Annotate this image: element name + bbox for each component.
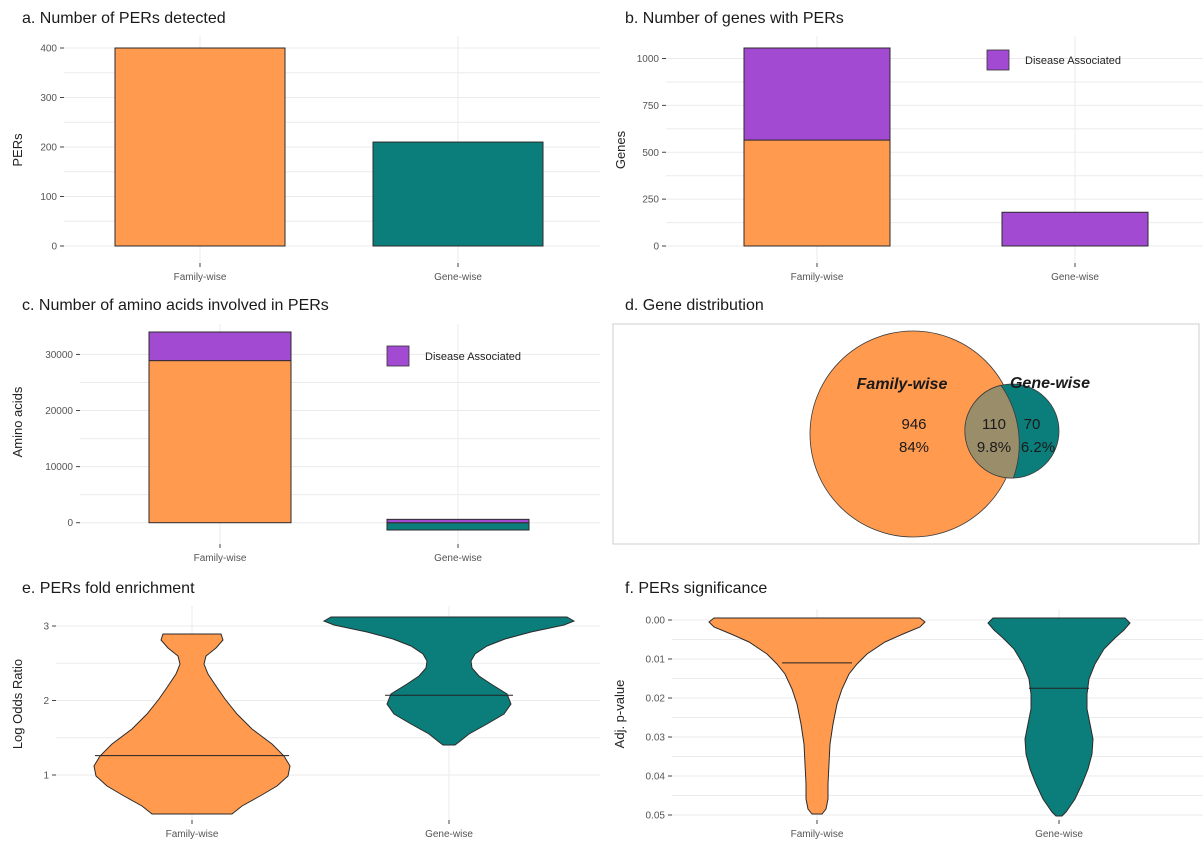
y-axis-label: Log Odds Ratio: [10, 659, 25, 749]
y-tick-label: 1000: [637, 54, 660, 65]
y-tick-label: 3: [43, 622, 49, 633]
panel-f: f. PERs significance 0.00 0.01 0.02 0.03 0.0…: [600, 564, 1203, 848]
legend-label: Disease Associated: [425, 351, 521, 363]
x-tick-label: Family-wise: [174, 272, 227, 283]
panel-b: b. Number of genes with PERs Disease Ass…: [600, 0, 1203, 283]
panel-e: e. PERs fold enrichment 1 2 3 Log Odds Rati…: [0, 564, 600, 848]
panel-a-title: a. Number of PERs detected: [22, 10, 226, 27]
y-tick-label: 0.04: [646, 772, 666, 783]
x-tick-label: Gene-wise: [434, 553, 482, 564]
venn-pct-gene-only: 6.2%: [1021, 439, 1055, 456]
y-tick-label: 0: [67, 518, 73, 529]
y-tick-label: 2: [43, 696, 49, 707]
bar-segment-disease-Family-wise: [743, 47, 891, 141]
y-tick-label: 750: [642, 101, 659, 112]
y-tick-label: 0.00: [646, 616, 666, 627]
y-tick-label: 0.03: [646, 733, 666, 744]
venn-set-label-gene-wise: Gene-wise: [1010, 375, 1090, 392]
panel-c: c. Number of amino acids involved in PER…: [0, 282, 600, 564]
venn-pct-family-only: 84%: [899, 439, 929, 456]
violin-Family-wise: [93, 633, 291, 815]
y-tick-label: 0: [653, 242, 659, 253]
y-axis-label: Amino acids: [10, 386, 25, 457]
panel-a: a. Number of PERs detected 0 100 200 300 400…: [0, 0, 600, 283]
chart-f: 0.00 0.01 0.02 0.03 0.04 0.05 Adj. p-value Fami…: [612, 609, 1203, 840]
x-tick-label: Family-wise: [791, 272, 844, 283]
x-tick-label: Family-wise: [194, 553, 247, 564]
panel-e-title: e. PERs fold enrichment: [22, 580, 195, 597]
venn-intersection: [964, 384, 1020, 479]
violin-Family-wise: [708, 617, 926, 815]
venn-pct-intersection: 9.8%: [977, 439, 1011, 456]
panel-f-title: f. PERs significance: [625, 580, 768, 597]
bar-segment-Gene-wise: [386, 522, 530, 531]
y-tick-label: 200: [40, 143, 57, 154]
chart-c: Disease Associated 0 10000 20000 30000 Amino …: [10, 324, 600, 564]
y-tick-label: 0.05: [646, 811, 666, 822]
venn-count-intersection: 110: [982, 416, 1006, 433]
y-tick-label: 0.01: [646, 655, 666, 666]
y-axis-label: Adj. p-value: [612, 680, 627, 749]
panel-d: d. Gene distribution Family-wise Gene-wis…: [600, 282, 1203, 564]
chart-a: 0 100 200 300 400 PERs Family-wise Gene-wise: [10, 36, 600, 283]
y-tick-label: 250: [642, 195, 659, 206]
panel-b-title: b. Number of genes with PERs: [625, 10, 844, 27]
y-tick-label: 300: [40, 93, 57, 104]
chart-b: Disease Associated 0 250 500 750 1000 Genes Fam…: [613, 36, 1203, 283]
y-axis-label: PERs: [10, 133, 25, 167]
x-tick-label: Family-wise: [166, 829, 219, 840]
y-tick-label: 500: [642, 148, 659, 159]
x-tick-label: Family-wise: [791, 829, 844, 840]
y-tick-label: 30000: [45, 350, 73, 361]
chart-d: Family-wise Gene-wise 946 84% 110 9.8% 70 6.2%: [612, 323, 1200, 545]
violin-Gene-wise: [322, 616, 576, 746]
y-tick-label: 1: [43, 771, 49, 782]
bar-segment-disease-Gene-wise: [386, 518, 530, 524]
panel-d-title: d. Gene distribution: [625, 297, 764, 314]
y-tick-label: 400: [40, 44, 57, 55]
bar-segment-disease-Family-wise: [148, 331, 292, 362]
legend-key-disease: [986, 49, 1010, 71]
chart-e: 1 2 3 Log Odds Ratio Family-wise Gene-wise: [10, 606, 600, 840]
venn-set-label-family-wise: Family-wise: [857, 376, 948, 393]
venn-count-gene-only: 70: [1024, 416, 1041, 433]
bar-Gene-wise: [372, 141, 544, 247]
bar-segment-Family-wise: [148, 360, 292, 524]
bar-Family-wise: [114, 47, 286, 247]
y-tick-label: 20000: [45, 406, 73, 417]
y-tick-label: 100: [40, 192, 57, 203]
bar-segment-disease-Gene-wise: [1001, 211, 1149, 247]
x-tick-label: Gene-wise: [425, 829, 473, 840]
y-tick-label: 0.02: [646, 694, 666, 705]
x-tick-label: Gene-wise: [1035, 829, 1083, 840]
y-axis-label: Genes: [613, 130, 628, 169]
y-tick-label: 0: [51, 242, 57, 253]
legend-label: Disease Associated: [1025, 55, 1121, 67]
legend-key-disease: [386, 345, 410, 367]
panel-c-title: c. Number of amino acids involved in PER…: [22, 297, 329, 314]
x-tick-label: Gene-wise: [434, 272, 482, 283]
violin-Gene-wise: [987, 617, 1131, 817]
bar-segment-Family-wise: [743, 139, 891, 247]
venn-count-family-only: 946: [901, 416, 926, 433]
y-tick-label: 10000: [45, 462, 73, 473]
x-tick-label: Gene-wise: [1051, 272, 1099, 283]
